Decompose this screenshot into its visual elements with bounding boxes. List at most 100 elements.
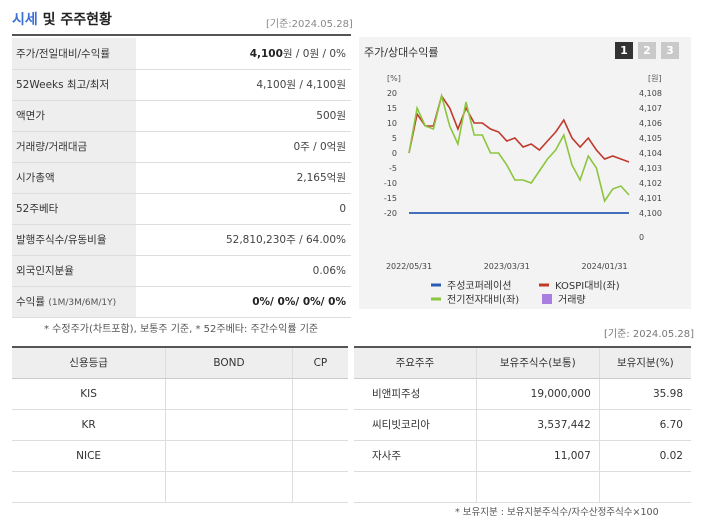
table-cell: KIS xyxy=(12,378,166,410)
summary-value-text: 500원 xyxy=(316,110,346,122)
right-tick-label: 0 xyxy=(639,233,644,242)
summary-value-strong: 4,100 xyxy=(249,47,283,60)
table-cell: 비앤피주성 xyxy=(354,378,477,410)
chart-panel: [%] [원] 20 15 10 5 0 -5 -10 -15 -20 4,108 4,107 4,106… xyxy=(359,37,691,309)
relative-return-chart: [%] [원] 20 15 10 5 0 -5 -10 -15 -20 4,108 4,107 4,106… xyxy=(384,74,662,306)
summary-label: 52Weeks 최고/최저 xyxy=(12,69,136,101)
table-cell: NICE xyxy=(12,440,166,472)
right-tick-label: 4,104 xyxy=(639,149,662,158)
summary-row: 액면가 500원 xyxy=(12,100,351,132)
table-row: KIS xyxy=(12,378,348,410)
table-row: 씨티빗코리아 3,537,442 6.70 xyxy=(354,409,691,441)
column-header: 보유지분(%) xyxy=(598,346,691,379)
summary-label-text: 52주베타 xyxy=(16,203,59,215)
table-cell xyxy=(354,471,477,503)
summary-row: 거래량/거래대금 0주 / 0억원 xyxy=(12,131,351,163)
price-summary-table: 주가/전일대비/수익률 4,100원 / 0원 / 0% 52Weeks 최고/최저… xyxy=(12,38,351,318)
left-tick-label: 20 xyxy=(387,89,397,98)
summary-label-text: 52Weeks 최고/최저 xyxy=(16,79,110,91)
chart-tab-2[interactable]: 2 xyxy=(638,42,656,59)
legend-swatch xyxy=(542,294,552,304)
chart-tab-3[interactable]: 3 xyxy=(661,42,679,59)
table-row xyxy=(354,471,691,503)
summary-label-text: 발행주식수/유동비율 xyxy=(16,234,107,246)
left-tick-label: 0 xyxy=(392,149,397,158)
summary-value-text: 원 / 0원 / 0% xyxy=(282,47,346,60)
summary-label-text: 액면가 xyxy=(16,110,45,122)
table-row: NICE xyxy=(12,440,348,472)
summary-value: 0 xyxy=(136,193,351,225)
summary-value-text: 2,165억원 xyxy=(296,172,346,184)
legend-label: 주성코퍼레이션 xyxy=(447,280,511,292)
table-cell: 3,537,442 xyxy=(475,409,600,441)
legend-label: 거래량 xyxy=(558,294,586,306)
chart-tab-1[interactable]: 1 xyxy=(615,42,633,59)
summary-value: 2,165억원 xyxy=(136,162,351,194)
table-cell: 씨티빗코리아 xyxy=(354,409,477,441)
legend-label: 전기전자대비(좌) xyxy=(447,294,519,306)
summary-label: 주가/전일대비/수익률 xyxy=(12,38,136,70)
summary-value: 500원 xyxy=(136,100,351,132)
column-header: CP xyxy=(291,346,348,379)
left-tick-label: 5 xyxy=(392,134,397,143)
legend-label: KOSPI대비(좌) xyxy=(555,280,620,292)
summary-value-text: 0주 / 0억원 xyxy=(293,141,346,153)
summary-value: 4,100원 / 0원 / 0% xyxy=(136,38,351,70)
table-cell: 6.70 xyxy=(598,409,691,441)
summary-label: 시가총액 xyxy=(12,162,136,194)
table-cell: 19,000,000 xyxy=(475,378,600,410)
summary-row: 수익률 (1M/3M/6M/1Y) 0%/ 0%/ 0%/ 0% xyxy=(12,286,351,318)
left-tick-label: -15 xyxy=(384,194,397,203)
summary-row: 시가총액 2,165억원 xyxy=(12,162,351,194)
table-cell: 35.98 xyxy=(598,378,691,410)
summary-label-text: 거래량/거래대금 xyxy=(16,141,88,153)
right-tick-label: 4,105 xyxy=(639,134,662,143)
right-tick-label: 4,102 xyxy=(639,179,662,188)
summary-value-text: 52,810,230주 / 64.00% xyxy=(225,234,346,246)
summary-row: 52Weeks 최고/최저 4,100원 / 4,100원 xyxy=(12,69,351,101)
left-tick-label: -10 xyxy=(384,179,397,188)
summary-value: 4,100원 / 4,100원 xyxy=(136,69,351,101)
summary-label: 52주베타 xyxy=(12,193,136,225)
summary-row: 주가/전일대비/수익률 4,100원 / 0원 / 0% xyxy=(12,38,351,70)
price-footnote: * 수정주가(차트포함), 보통주 기준, * 52주베타: 주간수익률 기준 xyxy=(44,324,319,335)
table-cell xyxy=(291,440,348,472)
table-cell: 11,007 xyxy=(475,440,600,472)
summary-label: 액면가 xyxy=(12,100,136,132)
summary-value-strong: 0%/ 0%/ 0%/ 0% xyxy=(252,295,346,308)
divider xyxy=(12,34,351,36)
right-tick-label: 4,103 xyxy=(639,164,662,173)
table-row: KR xyxy=(12,409,348,441)
table-row xyxy=(12,471,348,503)
holders-footnote: * 보유지분 : 보유지분주식수/자수산정주식수×100 xyxy=(455,507,659,518)
page-title: 시세 및 주주현황 xyxy=(12,12,112,28)
summary-value-text: 4,100원 / 4,100원 xyxy=(256,79,346,91)
right-tick-label: 4,107 xyxy=(639,104,662,113)
left-tick-label: -20 xyxy=(384,209,397,218)
column-header: 신용등급 xyxy=(12,346,166,379)
summary-label-text: 시가총액 xyxy=(16,172,55,184)
summary-label: 거래량/거래대금 xyxy=(12,131,136,163)
table-row: 비앤피주성 19,000,000 35.98 xyxy=(354,378,691,410)
summary-label-sub: (1M/3M/6M/1Y) xyxy=(48,298,117,308)
table-cell xyxy=(165,409,293,441)
column-header: 보유주식수(보통) xyxy=(475,346,600,379)
table-cell xyxy=(291,378,348,410)
summary-label-text: 외국인지분율 xyxy=(16,265,74,277)
table-cell xyxy=(165,378,293,410)
table-row: 자사주 11,007 0.02 xyxy=(354,440,691,472)
x-tick-label: 2024/01/31 xyxy=(582,262,628,271)
x-tick-label: 2022/05/31 xyxy=(386,262,432,271)
summary-label-text: 수익률 xyxy=(16,296,45,308)
left-unit-label: [%] xyxy=(387,74,401,83)
summary-value: 0%/ 0%/ 0%/ 0% xyxy=(136,286,351,318)
holders-base-date: [기준: 2024.05.28] xyxy=(604,329,695,340)
table-cell: KR xyxy=(12,409,166,441)
column-header: BOND xyxy=(165,346,293,379)
summary-value: 0.06% xyxy=(136,255,351,287)
right-tick-label: 4,106 xyxy=(639,119,662,128)
right-unit-label: [원] xyxy=(648,74,662,83)
summary-row: 52주베타 0 xyxy=(12,193,351,225)
summary-row: 발행주식수/유동비율 52,810,230주 / 64.00% xyxy=(12,224,351,256)
left-tick-label: 10 xyxy=(387,119,397,128)
